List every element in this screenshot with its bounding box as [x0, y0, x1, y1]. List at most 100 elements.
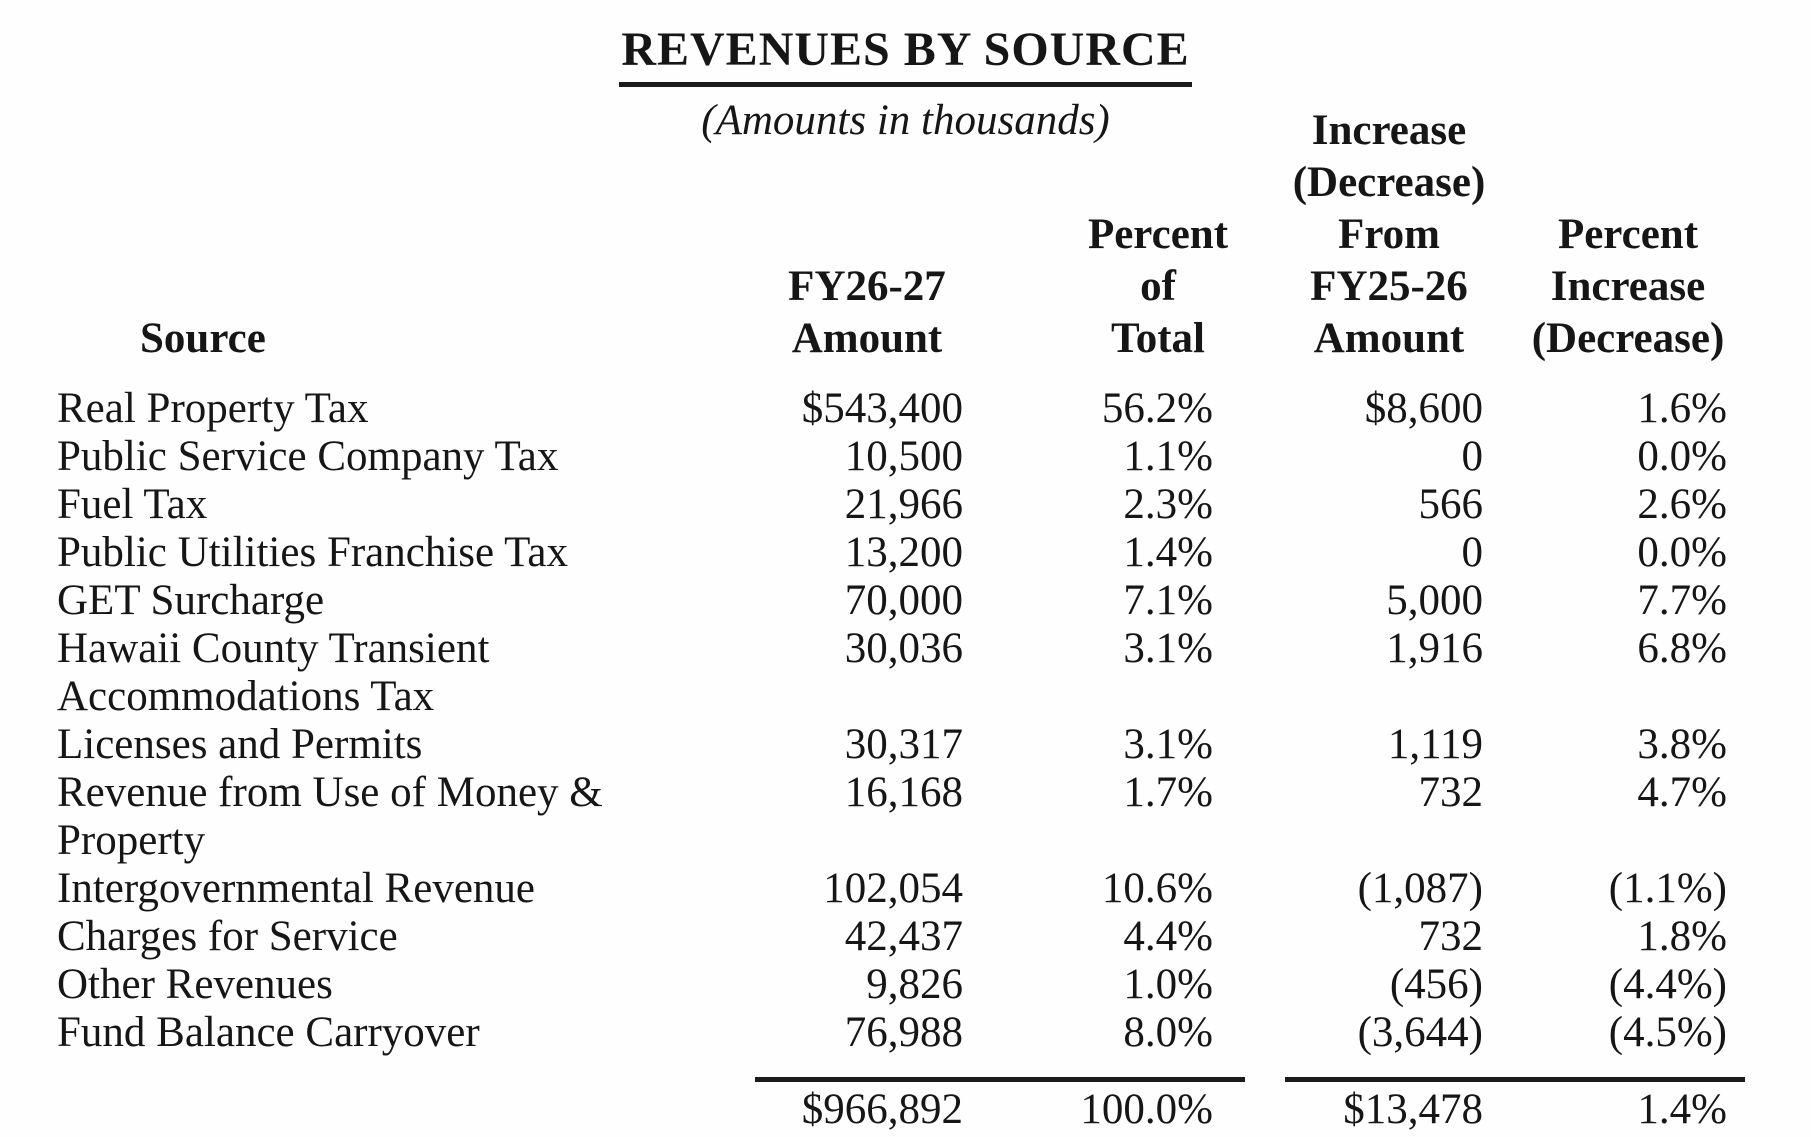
cell-increase-amount: 0: [1461, 433, 1484, 480]
row-spacer: [637, 721, 667, 769]
cell-fy26-27-amount: 10,500: [844, 433, 963, 480]
cell-source: Fuel Tax: [57, 481, 208, 528]
cell-increase-amount: 1,119: [1387, 721, 1483, 768]
column-header-percent-of-total: Percent of Total: [1087, 211, 1229, 362]
cell-percent-of-total: 8.0%: [1123, 1009, 1213, 1056]
row-spacer: [637, 769, 667, 865]
cell-percent-increase: 7.7%: [1637, 577, 1727, 624]
cell-percent-increase: 6.8%: [1637, 625, 1727, 672]
column-header-source: Source: [140, 315, 266, 362]
total-rule-right: [1285, 1077, 1745, 1082]
cell-percent-of-total: 2.3%: [1123, 481, 1213, 528]
cell-percent-increase: (4.4%): [1608, 961, 1727, 1008]
cell-fy26-27-amount: $543,400: [801, 385, 963, 432]
cell-increase-amount: (1,087): [1357, 865, 1483, 912]
cell-source: Charges for Service: [57, 913, 398, 960]
page-title: REVENUES BY SOURCE: [619, 22, 1192, 87]
total-increase-amount: $13,478: [1343, 1086, 1483, 1133]
cell-percent-increase: 3.8%: [1637, 721, 1727, 768]
table-row: GET Surcharge 70,000 7.1% 5,000 7.7%: [57, 577, 1727, 625]
column-header-increase-from-fy25-26: Increase (Decrease) From FY25-26 Amount: [1292, 107, 1486, 362]
cell-percent-increase: 1.8%: [1637, 913, 1727, 960]
cell-percent-increase: 1.6%: [1637, 385, 1727, 432]
cell-fy26-27-amount: 13,200: [844, 529, 963, 576]
cell-percent-of-total: 7.1%: [1123, 577, 1213, 624]
cell-increase-amount: 566: [1418, 481, 1484, 528]
row-spacer: [637, 1009, 667, 1057]
cell-percent-increase: 2.6%: [1637, 481, 1727, 528]
cell-fy26-27-amount: 30,317: [844, 721, 963, 768]
table-row: Licenses and Permits 30,317 3.1% 1,119 3.8%: [57, 721, 1727, 769]
title-block: REVENUES BY SOURCE: [0, 22, 1811, 87]
cell-fy26-27-amount: 9,826: [866, 961, 963, 1008]
row-spacer: [637, 913, 667, 961]
row-spacer: [637, 529, 667, 577]
cell-increase-amount: (456): [1389, 961, 1483, 1008]
total-source-cell: [57, 1086, 637, 1134]
cell-percent-of-total: 3.1%: [1123, 721, 1213, 768]
cell-percent-increase: (4.5%): [1608, 1009, 1727, 1056]
cell-source: Public Utilities Franchise Tax: [57, 529, 568, 576]
cell-percent-increase: 0.0%: [1637, 529, 1727, 576]
cell-increase-amount: $8,600: [1364, 385, 1483, 432]
cell-fy26-27-amount: 30,036: [844, 625, 963, 672]
cell-increase-amount: 5,000: [1386, 577, 1483, 624]
table-row: Fuel Tax 21,966 2.3% 566 2.6%: [57, 481, 1727, 529]
cell-percent-of-total: 10.6%: [1101, 865, 1213, 912]
row-spacer: [637, 961, 667, 1009]
cell-fy26-27-amount: 16,168: [844, 769, 963, 816]
cell-fy26-27-amount: 76,988: [844, 1009, 963, 1056]
cell-increase-amount: 732: [1418, 769, 1484, 816]
table-total-row: $966,892 100.0% $13,478 1.4%: [57, 1086, 1727, 1134]
row-spacer: [637, 577, 667, 625]
table-row: Charges for Service 42,437 4.4% 732 1.8%: [57, 913, 1727, 961]
table-body: Real Property Tax $543,400 56.2% $8,600 1.6%…: [0, 385, 1811, 1057]
row-spacer: [637, 865, 667, 913]
total-spacer: [637, 1086, 667, 1134]
cell-source: Licenses and Permits: [57, 721, 423, 768]
table-row: Other Revenues 9,826 1.0% (456) (4.4%): [57, 961, 1727, 1009]
table-row: Public Utilities Franchise Tax 13,200 1.4%…: [57, 529, 1727, 577]
cell-percent-increase: 0.0%: [1637, 433, 1727, 480]
table-row: Hawaii County Transient Accommodations T…: [57, 625, 1727, 721]
cell-percent-of-total: 1.4%: [1123, 529, 1213, 576]
table-row: Public Service Company Tax 10,500 1.1% 0 0.0…: [57, 433, 1727, 481]
column-header-fy26-27-amount: FY26-27 Amount: [788, 263, 946, 362]
total-percent-of-total: 100.0%: [1080, 1086, 1213, 1133]
row-spacer: [637, 625, 667, 721]
total-fy26-27-amount: $966,892: [801, 1086, 963, 1133]
cell-increase-amount: (3,644): [1357, 1009, 1483, 1056]
cell-fy26-27-amount: 42,437: [844, 913, 963, 960]
cell-source: Intergovernmental Revenue: [57, 865, 535, 912]
table-row: Fund Balance Carryover 76,988 8.0% (3,644) (…: [57, 1009, 1727, 1057]
cell-fy26-27-amount: 70,000: [844, 577, 963, 624]
page-subtitle: (Amounts in thousands): [701, 97, 1110, 144]
cell-increase-amount: 0: [1461, 529, 1484, 576]
cell-source: Other Revenues: [57, 961, 333, 1008]
row-spacer: [637, 385, 667, 433]
total-rule-left: [755, 1077, 1245, 1082]
cell-fy26-27-amount: 21,966: [844, 481, 963, 528]
total-percent-increase: 1.4%: [1637, 1086, 1727, 1133]
cell-increase-amount: 732: [1418, 913, 1484, 960]
column-header-percent-increase-decrease: Percent Increase (Decrease): [1531, 211, 1725, 362]
cell-source: Hawaii County Transient Accommodations T…: [57, 625, 490, 720]
cell-source: Revenue from Use of Money & Property: [57, 769, 603, 864]
cell-source: Real Property Tax: [57, 385, 369, 432]
cell-source: GET Surcharge: [57, 577, 325, 624]
cell-percent-increase: 4.7%: [1637, 769, 1727, 816]
table-row: Revenue from Use of Money & Property 16,1…: [57, 769, 1727, 865]
cell-fy26-27-amount: 102,054: [823, 865, 963, 912]
row-spacer: [637, 433, 667, 481]
cell-percent-of-total: 1.7%: [1123, 769, 1213, 816]
cell-percent-of-total: 1.1%: [1123, 433, 1213, 480]
cell-percent-of-total: 4.4%: [1123, 913, 1213, 960]
cell-percent-of-total: 1.0%: [1123, 961, 1213, 1008]
table-header-row: Source FY26-27 Amount Percent of Total I…: [57, 105, 1727, 365]
cell-percent-increase: (1.1%): [1608, 865, 1727, 912]
cell-source: Public Service Company Tax: [57, 433, 559, 480]
cell-percent-of-total: 3.1%: [1123, 625, 1213, 672]
cell-percent-of-total: 56.2%: [1101, 385, 1213, 432]
cell-source: Fund Balance Carryover: [57, 1009, 480, 1056]
